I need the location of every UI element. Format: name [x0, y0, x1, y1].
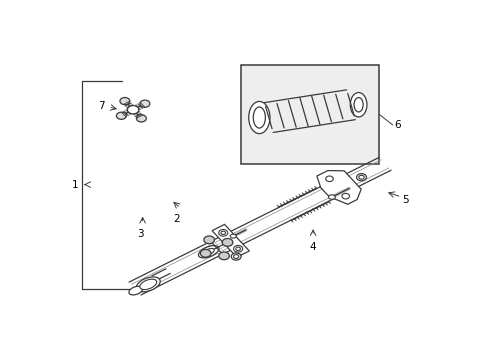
Ellipse shape — [120, 98, 129, 105]
Ellipse shape — [136, 115, 146, 122]
Ellipse shape — [233, 246, 242, 252]
Ellipse shape — [358, 175, 364, 179]
Text: 5: 5 — [401, 195, 408, 205]
Ellipse shape — [341, 193, 349, 199]
Ellipse shape — [222, 238, 232, 246]
Ellipse shape — [353, 98, 363, 112]
Ellipse shape — [198, 246, 219, 258]
Ellipse shape — [140, 100, 149, 107]
Text: 1: 1 — [72, 180, 79, 190]
Ellipse shape — [136, 277, 160, 292]
Bar — [241, 66, 379, 164]
Ellipse shape — [233, 255, 238, 258]
Ellipse shape — [140, 279, 157, 289]
Ellipse shape — [129, 286, 142, 295]
Ellipse shape — [203, 236, 214, 244]
Ellipse shape — [203, 248, 214, 255]
Polygon shape — [212, 224, 249, 257]
Ellipse shape — [328, 195, 335, 199]
Text: 3: 3 — [137, 229, 144, 239]
Ellipse shape — [253, 107, 265, 128]
Ellipse shape — [325, 176, 333, 181]
Text: 2: 2 — [173, 214, 180, 224]
Ellipse shape — [235, 247, 240, 251]
Ellipse shape — [356, 174, 366, 181]
Ellipse shape — [218, 252, 229, 260]
Ellipse shape — [127, 105, 139, 114]
Ellipse shape — [200, 249, 210, 257]
Text: 6: 6 — [394, 120, 401, 130]
Ellipse shape — [349, 93, 366, 117]
Ellipse shape — [218, 230, 227, 236]
Ellipse shape — [231, 253, 241, 260]
Ellipse shape — [248, 102, 269, 134]
Ellipse shape — [221, 231, 225, 234]
Ellipse shape — [116, 112, 126, 120]
Polygon shape — [316, 171, 361, 204]
Ellipse shape — [230, 234, 236, 238]
Text: 4: 4 — [309, 242, 316, 252]
Text: 7: 7 — [98, 100, 104, 111]
